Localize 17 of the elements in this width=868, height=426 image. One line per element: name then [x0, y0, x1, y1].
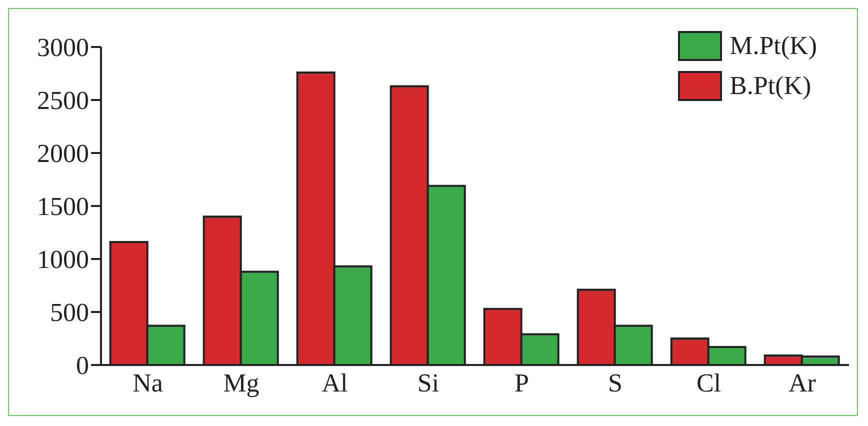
x-tick-label: Ar: [788, 368, 816, 398]
legend-label: M.Pt(K): [730, 31, 817, 61]
y-tick-label: 3000: [37, 33, 89, 62]
y-tick-label: 2000: [37, 139, 89, 168]
y-tick-label: 0: [76, 351, 89, 380]
x-tick-label: Cl: [696, 368, 722, 398]
y-tick-label: 1000: [37, 245, 89, 274]
y-tick-label: 2500: [37, 86, 89, 116]
legend-label: B.Pt(K): [730, 71, 812, 101]
x-tick-label: Al: [322, 368, 348, 398]
x-tick-label: P: [514, 368, 529, 398]
y-tick-label: 1500: [37, 192, 89, 222]
x-tick-label: Na: [132, 368, 164, 398]
x-tick-label: Si: [417, 368, 440, 398]
x-tick-label: S: [608, 368, 622, 398]
x-tick-label: Mg: [223, 368, 260, 398]
y-tick-label: 500: [50, 298, 89, 328]
